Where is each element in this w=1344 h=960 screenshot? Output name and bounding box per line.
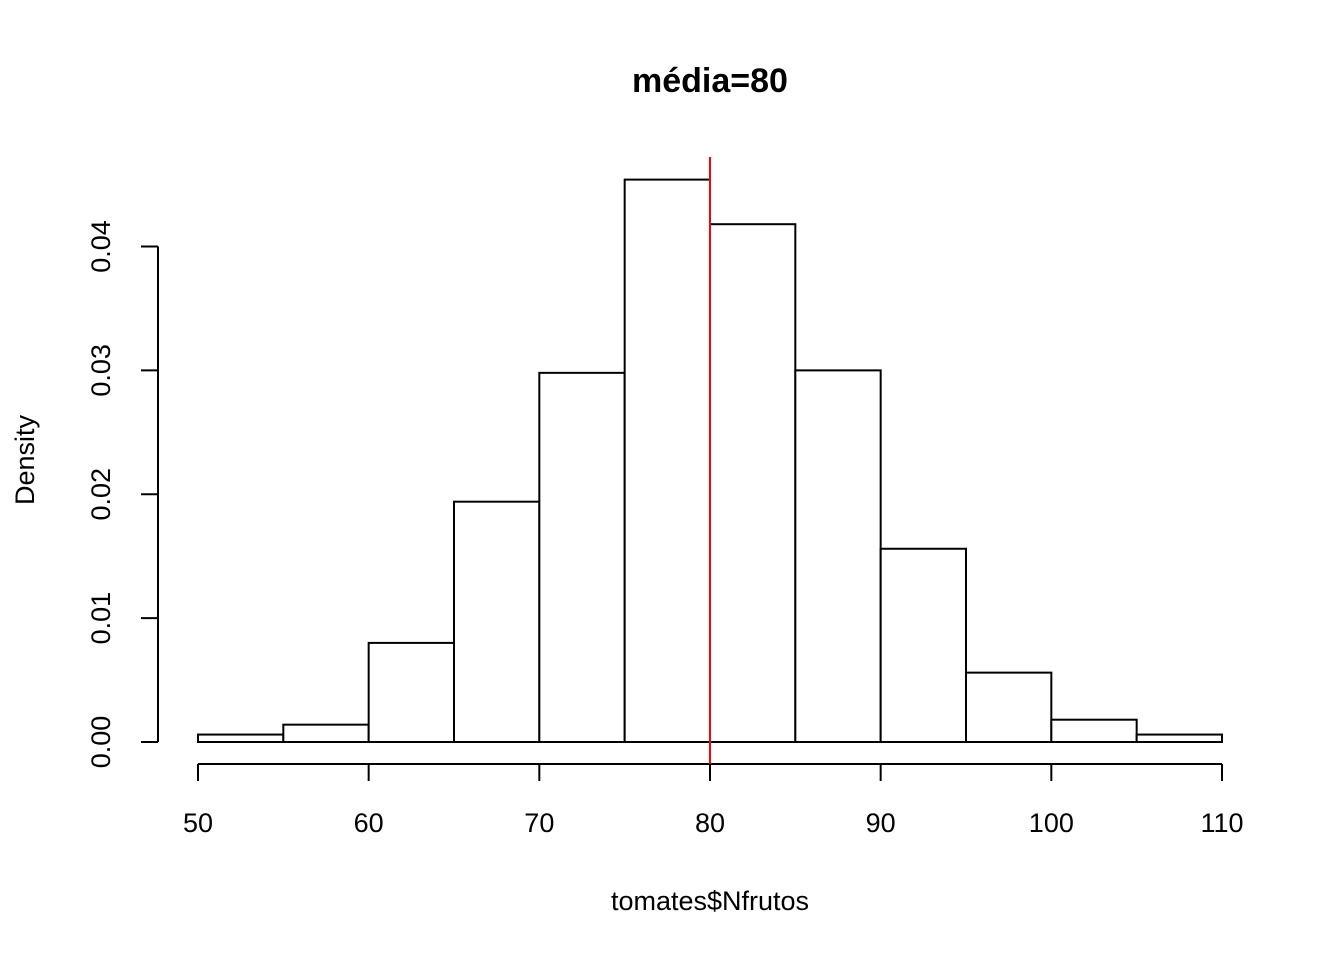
histogram-bar-1 xyxy=(282,723,370,743)
histogram-bar-11 xyxy=(1135,733,1223,744)
x-axis-label: tomates$Nfrutos xyxy=(611,886,809,916)
histogram-bar-8 xyxy=(879,547,968,743)
histogram-bar-5 xyxy=(623,178,712,744)
x-tick-label-1: 60 xyxy=(354,808,384,838)
x-tick-label-4: 90 xyxy=(866,808,896,838)
x-tick-label-3: 80 xyxy=(695,808,725,838)
y-axis-label: Density xyxy=(10,414,40,505)
x-tick-label-2: 70 xyxy=(524,808,554,838)
y-tick-label-3: 0.03 xyxy=(86,344,116,397)
y-axis: 0.00 0.01 0.02 0.03 0.04 xyxy=(86,220,159,769)
histogram-bar-6 xyxy=(709,223,797,743)
histogram-bar-9 xyxy=(965,671,1053,744)
x-tick-label-5: 100 xyxy=(1029,808,1074,838)
histogram-bar-3 xyxy=(453,500,541,743)
x-axis: 50 60 70 80 90 100 110 xyxy=(183,763,1244,838)
histogram-bar-4 xyxy=(538,371,626,743)
chart-title: média=80 xyxy=(632,62,788,100)
x-tick-label-0: 50 xyxy=(183,808,213,838)
y-tick-label-4: 0.04 xyxy=(86,220,116,273)
histogram-bars xyxy=(197,178,1223,744)
y-tick-label-0: 0.00 xyxy=(86,716,116,769)
y-tick-label-1: 0.01 xyxy=(86,592,116,645)
x-tick-label-6: 110 xyxy=(1200,808,1243,838)
y-tick-label-2: 0.02 xyxy=(86,468,116,521)
histogram-bar-10 xyxy=(1050,718,1138,744)
histogram-bar-7 xyxy=(794,369,882,743)
histogram-bar-0 xyxy=(197,733,285,744)
histogram-bar-2 xyxy=(367,641,455,744)
